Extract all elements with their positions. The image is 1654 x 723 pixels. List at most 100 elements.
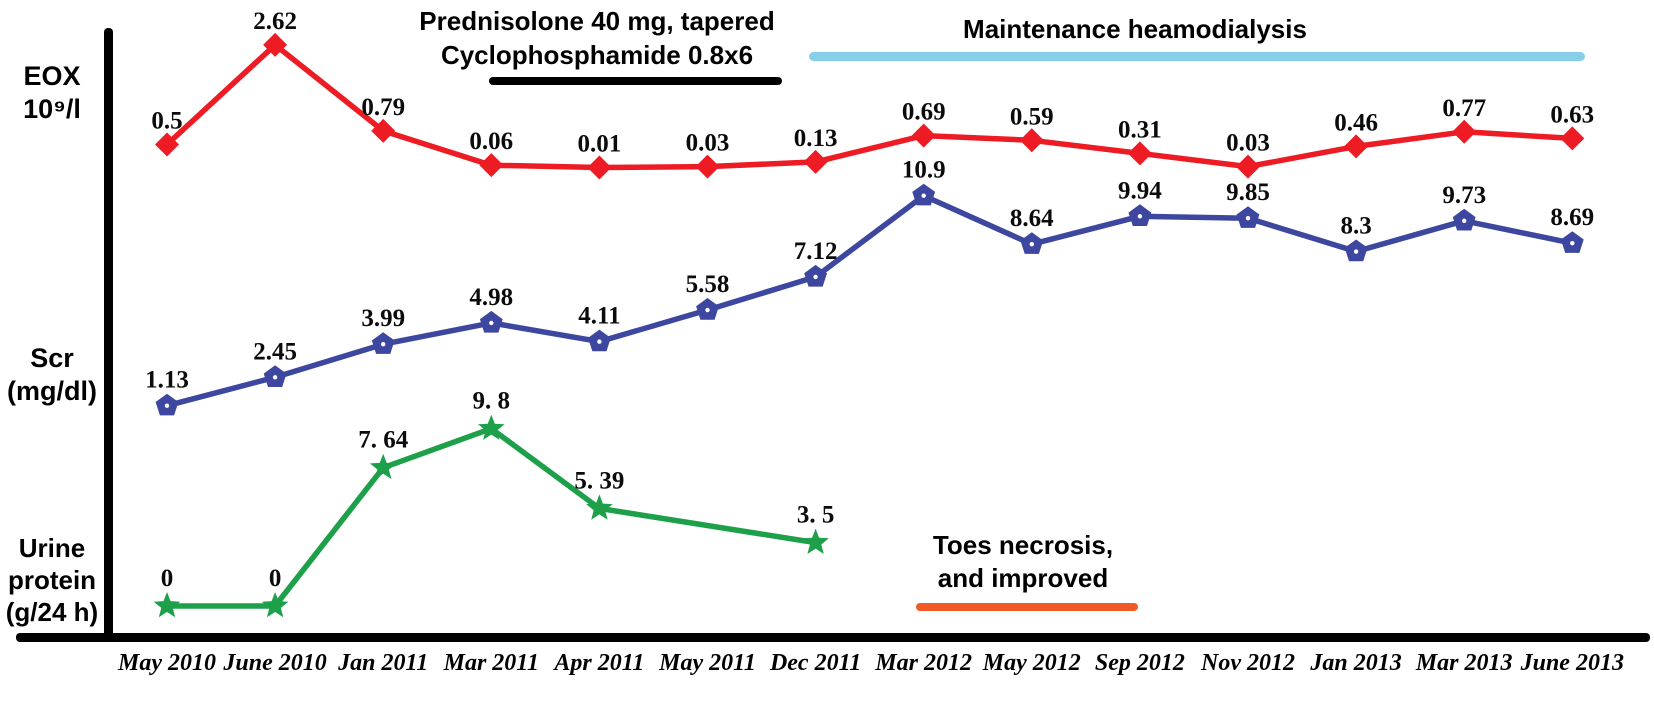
x-tick-label: June 2013 xyxy=(1520,650,1624,676)
data-point-value-label: 8.64 xyxy=(1010,205,1054,232)
diamond-data-point-marker xyxy=(1344,134,1369,159)
data-point-value-label: 9.94 xyxy=(1118,177,1162,204)
diamond-data-point-marker xyxy=(263,32,288,57)
diamond-data-point-marker xyxy=(371,118,396,143)
pentagon-marker-center-dot xyxy=(272,375,278,380)
data-point-value-label: 0.03 xyxy=(686,130,730,157)
diamond-series-line xyxy=(164,42,1576,171)
annotation-toes-text: Toes necrosis, and improved xyxy=(873,529,1173,595)
x-tick-label: Jan 2011 xyxy=(337,650,428,676)
pentagon-marker-center-dot xyxy=(1570,240,1575,246)
star-data-point-marker xyxy=(802,528,829,554)
data-point-value-label: 8.3 xyxy=(1340,213,1371,240)
data-point-value-label: 0 xyxy=(161,565,174,592)
diamond-data-point-marker xyxy=(1019,128,1044,153)
x-tick-label: Apr 2011 xyxy=(552,650,644,676)
annotation-toes-line1: Toes necrosis, xyxy=(932,530,1114,560)
star-data-point-marker xyxy=(261,592,289,618)
x-tick-label: Mar 2013 xyxy=(1415,650,1513,676)
annotation-toes-line2: and improved xyxy=(937,563,1109,593)
diamond-data-point-marker xyxy=(695,154,720,179)
annotation-toes-bar xyxy=(916,603,1138,611)
pentagon-marker-center-dot xyxy=(1462,218,1467,224)
pentagon-marker-center-dot xyxy=(597,339,602,344)
y-axis-label-scr-line2: (mg/dl) xyxy=(7,376,97,406)
annotation-treatment-line2: Cyclophosphamide 0.8x6 xyxy=(440,40,754,70)
pentagon-marker-center-dot xyxy=(1029,242,1035,247)
diamond-data-point-marker xyxy=(1236,154,1260,179)
data-point-value-label: 3.99 xyxy=(361,305,405,332)
data-point-value-label: 5. 39 xyxy=(574,467,624,494)
x-tick-label: Mar 2012 xyxy=(874,650,972,676)
data-point-value-label: 0.59 xyxy=(1010,103,1054,130)
y-axis-label-urine-line3: (g/24 h) xyxy=(5,597,99,627)
data-point-value-label: 7.12 xyxy=(794,238,838,265)
x-tick-label: Dec 2011 xyxy=(769,650,861,676)
x-tick-label: May 2010 xyxy=(117,650,216,676)
diamond-data-point-marker xyxy=(1560,126,1585,151)
annotation-dialysis-line1: Maintenance heamodialysis xyxy=(963,14,1307,44)
data-point-value-label: 4.98 xyxy=(469,284,513,311)
data-point-value-label: 5.58 xyxy=(686,271,730,298)
diamond-data-point-marker xyxy=(155,132,179,157)
diamond-data-point-marker xyxy=(911,123,936,148)
pentagon-marker-center-dot xyxy=(921,193,926,198)
x-tick-label: Jan 2013 xyxy=(1309,650,1401,676)
y-axis-label-urine-protein: Urine protein (g/24 h) xyxy=(4,532,100,628)
data-point-value-label: 0.79 xyxy=(361,94,405,121)
data-point-value-label: 0.5 xyxy=(151,108,182,135)
data-point-value-label: 9. 8 xyxy=(473,388,511,415)
star-data-point-marker xyxy=(153,592,181,618)
annotation-dialysis-bar xyxy=(809,52,1585,61)
x-axis-line xyxy=(16,633,1650,642)
data-point-value-label: 4.11 xyxy=(578,303,620,330)
y-axis-label-urine-line2: protein xyxy=(7,565,97,595)
data-point-value-label: 0.13 xyxy=(794,125,838,152)
diamond-data-point-marker xyxy=(803,149,828,174)
star-series-line xyxy=(164,425,819,609)
data-point-value-label: 2.45 xyxy=(253,338,297,365)
star-data-point-marker xyxy=(478,414,505,440)
x-tick-label: May 2012 xyxy=(982,650,1081,676)
diamond-data-point-marker xyxy=(479,153,504,178)
data-point-value-label: 0 xyxy=(269,565,282,592)
data-point-value-label: 0.03 xyxy=(1226,130,1270,157)
annotation-treatment-line1: Prednisolone 40 mg, tapered xyxy=(419,6,775,36)
data-point-value-label: 0.63 xyxy=(1550,101,1594,128)
pentagon-marker-center-dot xyxy=(705,307,710,313)
x-tick-label: June 2010 xyxy=(222,650,326,676)
data-point-value-label: 2.62 xyxy=(253,8,297,35)
x-tick-label: Mar 2011 xyxy=(443,650,539,676)
diamond-data-point-marker xyxy=(1127,141,1152,166)
data-point-value-label: 0.77 xyxy=(1442,95,1486,122)
data-point-value-label: 0.31 xyxy=(1118,116,1162,143)
annotation-dialysis-text: Maintenance heamodialysis xyxy=(855,13,1415,45)
pentagon-marker-center-dot xyxy=(813,274,818,280)
star-data-point-marker xyxy=(586,494,613,520)
data-point-value-label: 0.69 xyxy=(902,99,946,126)
data-point-value-label: 1.13 xyxy=(145,367,189,394)
annotation-treatment-text: Prednisolone 40 mg, tapered Cyclophospha… xyxy=(347,4,847,72)
diamond-data-point-marker xyxy=(587,155,612,180)
y-axis-label-eox: EOX 10⁹/l xyxy=(4,60,100,126)
data-point-value-label: 0.46 xyxy=(1334,109,1378,136)
x-tick-label: May 2011 xyxy=(658,650,756,676)
data-point-value-label: 9.85 xyxy=(1226,179,1270,206)
y-axis-label-urine-line1: Urine xyxy=(18,533,86,563)
data-point-value-label: 0.06 xyxy=(469,128,513,155)
data-point-value-label: 3. 5 xyxy=(797,502,835,529)
x-tick-label: Nov 2012 xyxy=(1200,650,1295,676)
pentagon-marker-center-dot xyxy=(381,342,386,347)
y-axis-label-scr-line1: Scr xyxy=(30,343,74,373)
data-point-value-label: 9.73 xyxy=(1442,182,1486,209)
y-axis-label-eox-line2: 10⁹/l xyxy=(23,94,81,124)
x-tick-label: Sep 2012 xyxy=(1095,650,1185,676)
data-point-value-label: 10.9 xyxy=(902,157,946,184)
pentagon-marker-center-dot xyxy=(1245,216,1251,221)
data-point-value-label: 7. 64 xyxy=(358,427,409,454)
star-data-point-marker xyxy=(369,453,397,479)
annotation-treatment-bar xyxy=(489,77,782,85)
pentagon-series-line xyxy=(164,192,1576,409)
